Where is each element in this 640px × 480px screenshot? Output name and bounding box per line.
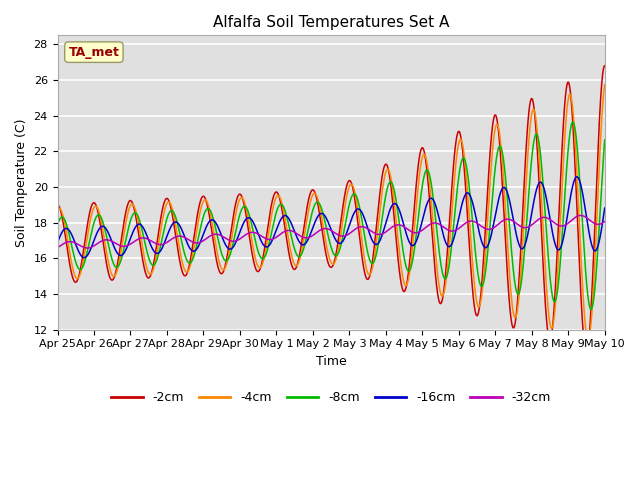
- -2cm: [116, 246, 124, 252]
- -16cm: [531, 192, 539, 198]
- -8cm: [116, 260, 124, 266]
- -4cm: [590, 274, 598, 279]
- -4cm: [148, 269, 156, 275]
- -4cm: [531, 110, 539, 116]
- -4cm: [584, 336, 592, 342]
- -8cm: [531, 133, 539, 139]
- -8cm: [264, 247, 271, 253]
- -8cm: [601, 137, 609, 143]
- -32cm: [54, 245, 61, 251]
- -16cm: [591, 248, 598, 253]
- -16cm: [287, 220, 295, 226]
- -32cm: [264, 236, 271, 242]
- -2cm: [601, 63, 609, 69]
- -8cm: [148, 262, 156, 268]
- -16cm: [81, 255, 88, 261]
- -2cm: [264, 227, 271, 233]
- -2cm: [531, 114, 539, 120]
- -32cm: [287, 228, 295, 234]
- -2cm: [148, 266, 156, 272]
- -16cm: [601, 205, 609, 211]
- Legend: -2cm, -4cm, -8cm, -16cm, -32cm: -2cm, -4cm, -8cm, -16cm, -32cm: [106, 386, 556, 409]
- Line: -16cm: -16cm: [58, 177, 605, 258]
- -16cm: [148, 246, 156, 252]
- -4cm: [54, 207, 61, 213]
- -16cm: [573, 174, 580, 180]
- -8cm: [587, 307, 595, 312]
- Y-axis label: Soil Temperature (C): Soil Temperature (C): [15, 118, 28, 247]
- Line: -4cm: -4cm: [58, 85, 605, 339]
- -16cm: [54, 240, 61, 245]
- Line: -32cm: -32cm: [58, 216, 605, 248]
- -8cm: [591, 291, 598, 297]
- -32cm: [591, 220, 598, 226]
- -32cm: [577, 213, 584, 218]
- -2cm: [582, 349, 590, 355]
- -16cm: [116, 252, 124, 258]
- -8cm: [287, 232, 295, 238]
- -32cm: [84, 245, 92, 251]
- -32cm: [531, 219, 539, 225]
- Text: TA_met: TA_met: [68, 46, 119, 59]
- -8cm: [54, 222, 61, 228]
- -4cm: [601, 82, 609, 88]
- Line: -2cm: -2cm: [58, 66, 605, 352]
- X-axis label: Time: Time: [316, 355, 346, 368]
- Title: Alfalfa Soil Temperatures Set A: Alfalfa Soil Temperatures Set A: [213, 15, 449, 30]
- Line: -8cm: -8cm: [58, 122, 605, 310]
- -8cm: [569, 119, 577, 125]
- -4cm: [116, 255, 124, 261]
- -4cm: [287, 250, 295, 256]
- -16cm: [264, 244, 271, 250]
- -2cm: [590, 241, 598, 247]
- -2cm: [287, 260, 295, 266]
- -2cm: [54, 202, 61, 208]
- -32cm: [148, 239, 156, 245]
- -32cm: [116, 243, 124, 249]
- -4cm: [264, 238, 271, 244]
- -32cm: [601, 218, 609, 224]
